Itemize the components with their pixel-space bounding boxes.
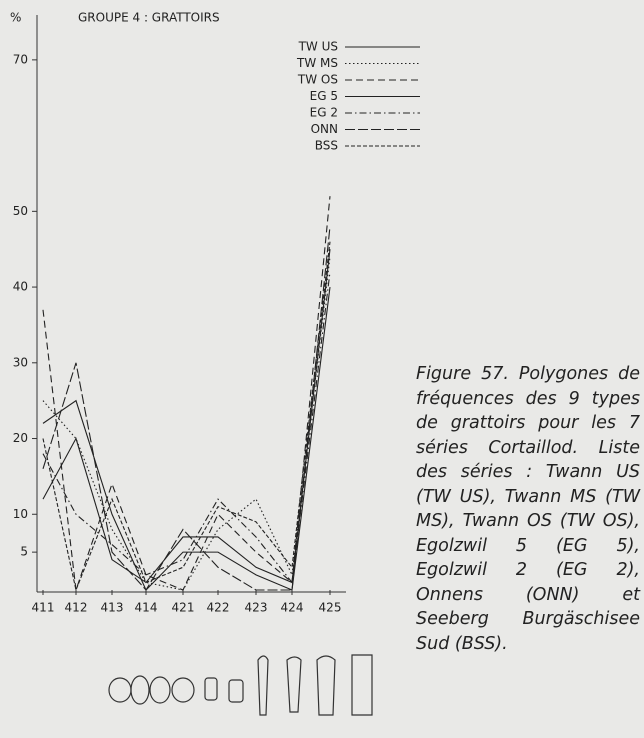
legend-label: BSS [315, 139, 338, 153]
x-tick-label: 411 [32, 601, 55, 615]
x-tick-label: 425 [319, 601, 342, 615]
figure-caption: Figure 57. Polygones de fréquences des 9… [416, 364, 640, 654]
x-tick-label: 422 [207, 601, 230, 615]
legend-label: TW US [298, 40, 338, 54]
x-tick-label: 424 [281, 601, 304, 615]
legend-label: EG 5 [310, 89, 338, 103]
y-tick-label: 40 [13, 280, 28, 294]
x-tick-label: 423 [245, 601, 268, 615]
chart-title: GROUPE 4 : GRATTOIRS [78, 11, 220, 25]
y-tick-label: 10 [13, 507, 28, 521]
series-line [42, 196, 331, 591]
y-tick-label: 20 [13, 431, 28, 445]
y-tick-label: 5 [20, 545, 28, 559]
y-tick-label: 70 [13, 52, 28, 66]
x-tick-label: 414 [135, 601, 158, 615]
y-axis-label: % [10, 11, 21, 25]
legend-label: ONN [311, 122, 338, 136]
tool-icons [108, 654, 373, 716]
series-line [42, 271, 331, 584]
legend-label: TW OS [297, 73, 338, 87]
series-line [42, 256, 331, 591]
series-line [42, 286, 331, 591]
y-tick-label: 50 [13, 204, 28, 218]
y-tick-label: 30 [13, 355, 28, 369]
series-line [42, 249, 331, 584]
x-tick-label: 412 [65, 601, 88, 615]
legend-label: TW MS [296, 56, 338, 70]
legend-label: EG 2 [310, 106, 338, 120]
x-tick-label: 421 [172, 601, 195, 615]
series-line [42, 226, 331, 591]
series-line [42, 241, 331, 592]
x-tick-label: 413 [101, 601, 124, 615]
